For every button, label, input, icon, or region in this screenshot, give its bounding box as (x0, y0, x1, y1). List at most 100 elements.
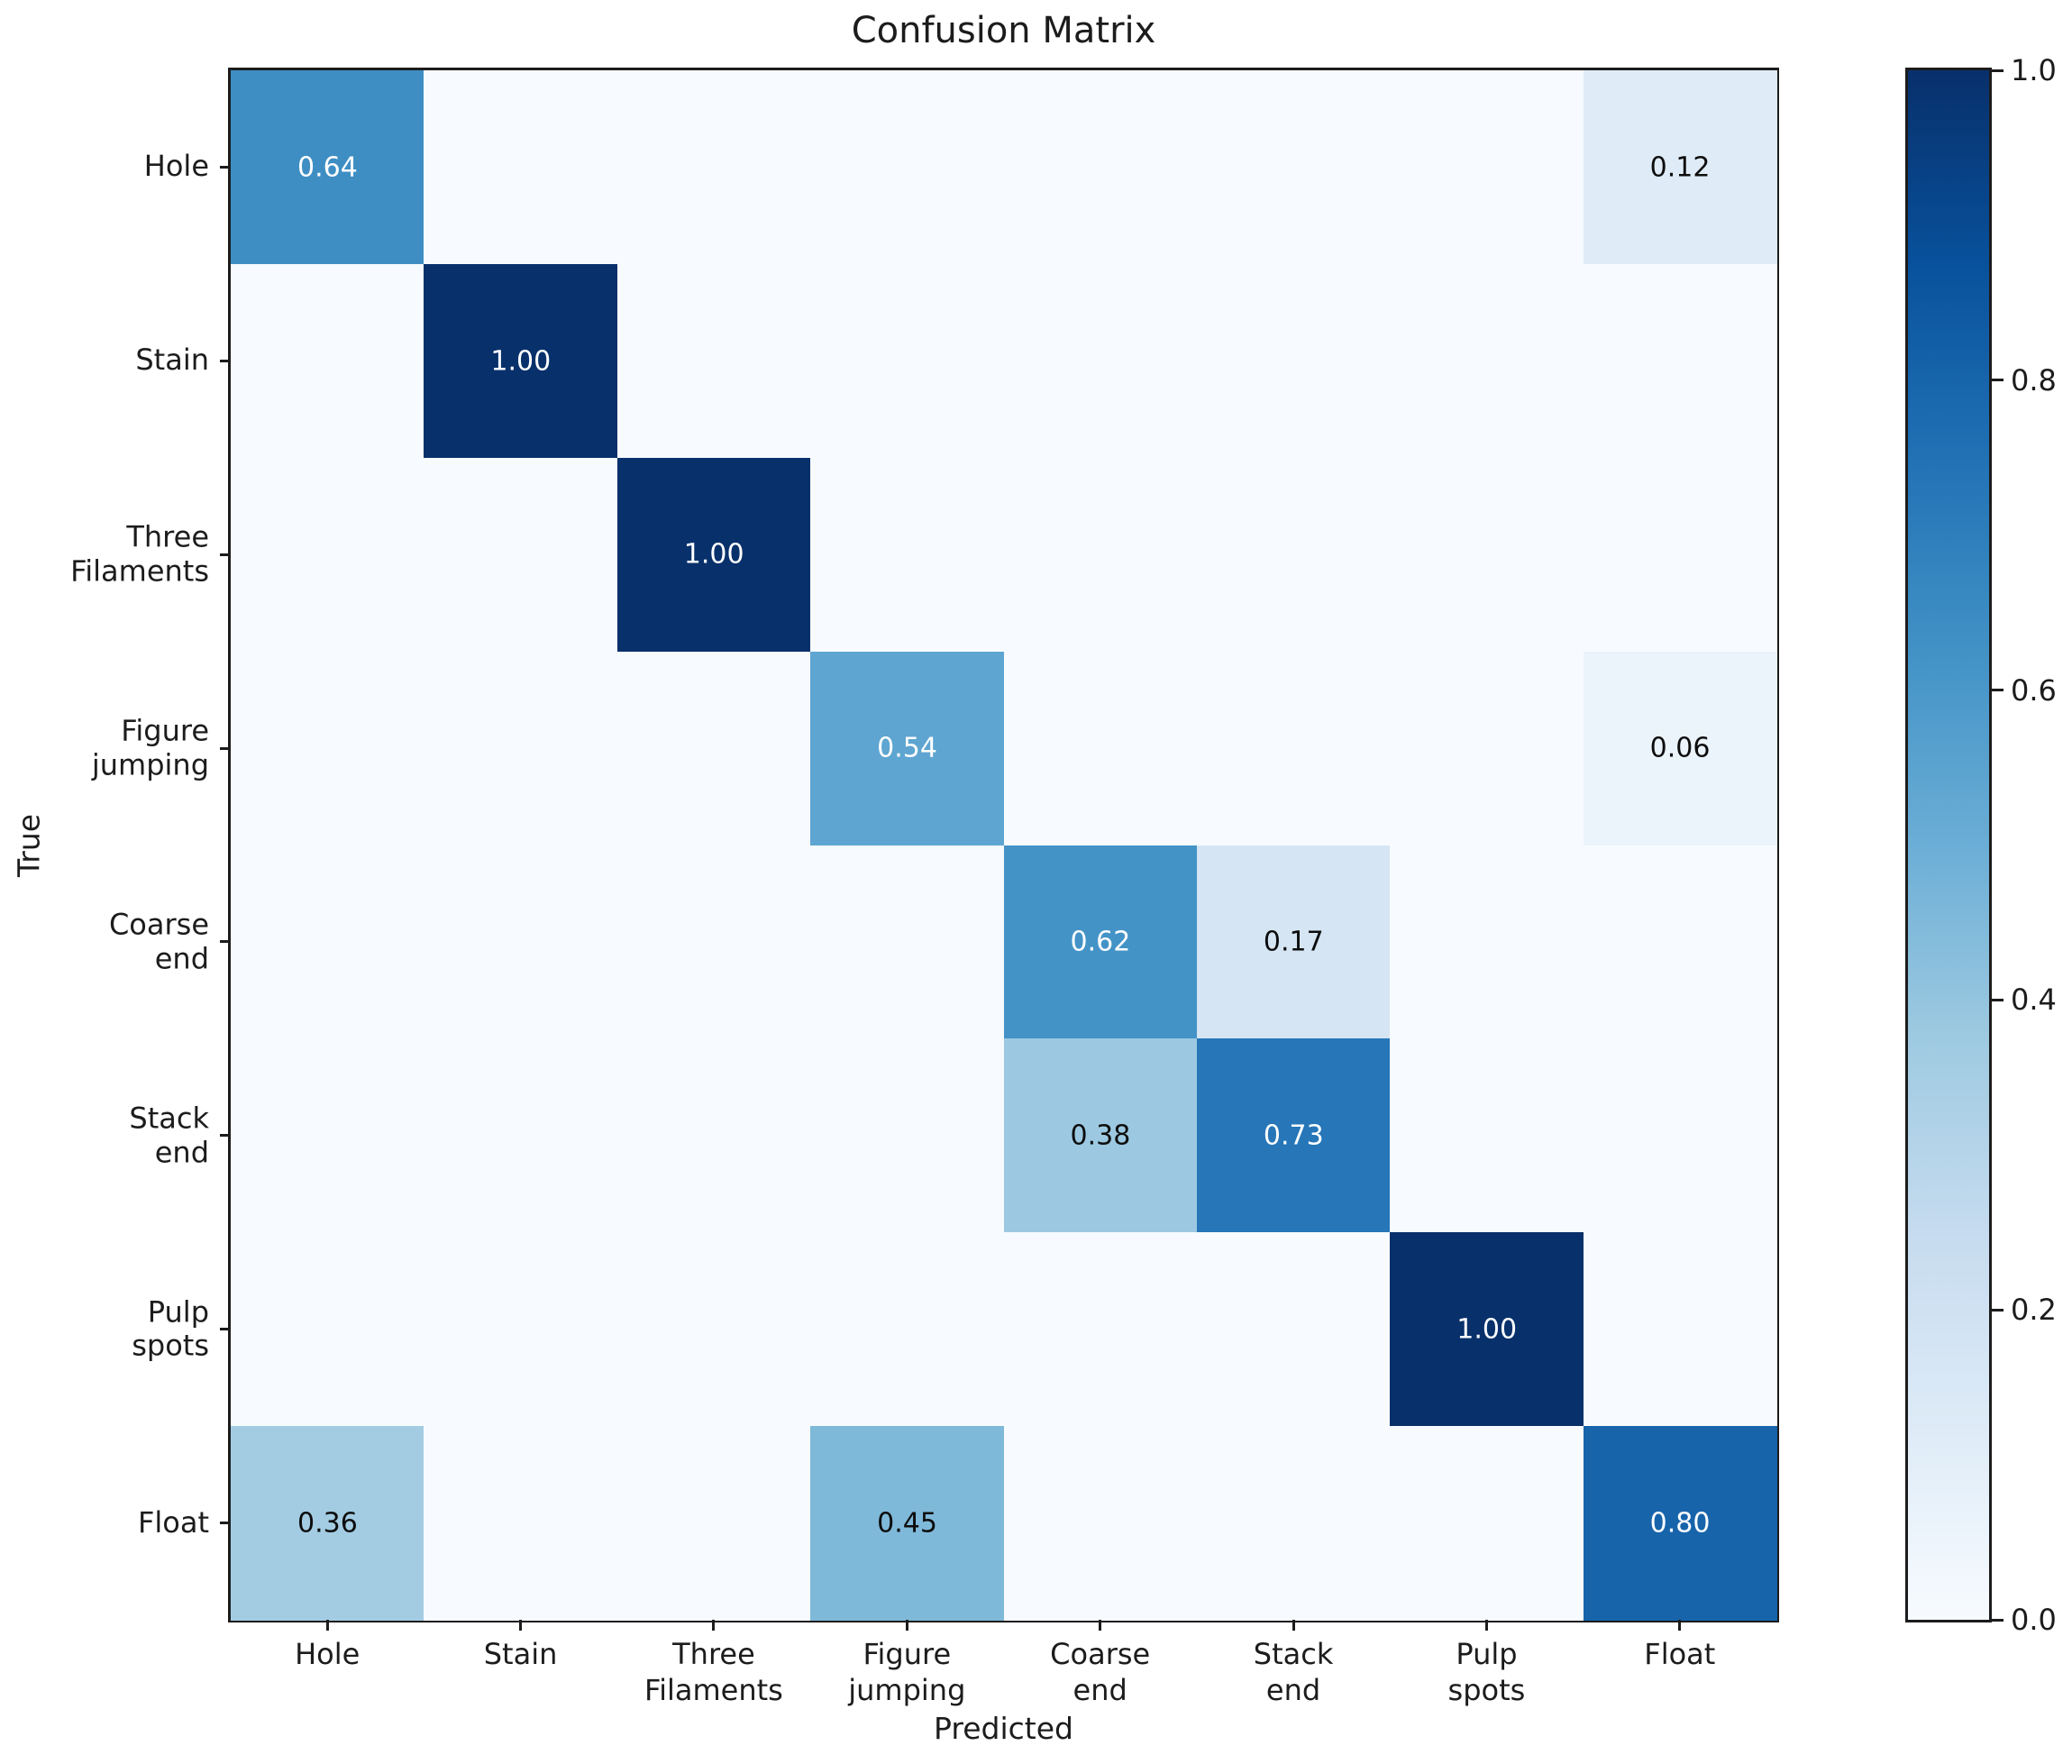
matrix-cell (1003, 651, 1198, 845)
heatmap-plot: 0.64 0.12 1.00 1.00 0.54 0.06 0.62 0.17 0.38 0.73… (228, 68, 1779, 1622)
y-axis-tick-label: Float (137, 1504, 209, 1540)
matrix-cell: 0.45 (810, 1426, 1004, 1621)
cell-value: 0.54 (877, 732, 937, 764)
matrix-cell (1390, 1426, 1584, 1621)
cell-value: 0.38 (1070, 1120, 1131, 1152)
matrix-cell (1390, 1038, 1584, 1233)
cell-value: 0.17 (1263, 926, 1324, 958)
matrix-cell (616, 845, 811, 1039)
matrix-cell (1003, 70, 1198, 265)
matrix-cell: 0.38 (1003, 1038, 1198, 1233)
y-axis-tick (220, 553, 231, 556)
matrix-cell (1583, 263, 1777, 459)
y-axis-tick-label: Figure jumping (91, 713, 209, 782)
matrix-cell (810, 263, 1004, 459)
x-axis-tick (1678, 1620, 1682, 1631)
y-axis-tick-label: Stain (135, 343, 209, 378)
colorbar-tick (1992, 1618, 2004, 1622)
x-axis-tick (1484, 1620, 1488, 1631)
cell-value: 0.73 (1263, 1120, 1324, 1152)
x-axis-tick (905, 1620, 908, 1631)
y-axis-tick (220, 940, 231, 944)
matrix-cell (810, 1232, 1004, 1427)
cell-value: 1.00 (1456, 1313, 1518, 1346)
matrix-cell (616, 70, 811, 265)
x-axis-tick-label: Pulp spots (1447, 1637, 1526, 1707)
matrix-cell (424, 1426, 618, 1621)
matrix-cell (1003, 1426, 1198, 1621)
x-axis-tick (325, 1620, 329, 1631)
y-axis-tick (220, 165, 231, 169)
cell-value: 0.12 (1649, 151, 1711, 184)
matrix-cell (231, 1038, 424, 1233)
x-axis-tick (712, 1620, 716, 1631)
matrix-cell: 0.73 (1196, 1038, 1391, 1233)
y-axis-tick-label: Stack end (129, 1101, 209, 1169)
matrix-cell: 0.80 (1583, 1426, 1777, 1621)
x-axis-tick-label: Figure jumping (848, 1637, 966, 1707)
cell-value: 1.00 (490, 345, 552, 378)
matrix-cell (424, 457, 618, 653)
matrix-cell (1583, 845, 1777, 1039)
matrix-cell (810, 70, 1004, 265)
x-axis-tick (1292, 1620, 1295, 1631)
matrix-cell (810, 845, 1004, 1039)
matrix-cell (1390, 263, 1584, 459)
cell-value: 0.62 (1070, 926, 1131, 958)
matrix-cell (1390, 845, 1584, 1039)
y-axis-tick-label: Three Filaments (70, 519, 209, 589)
x-axis-tick-label: Float (1644, 1637, 1716, 1671)
cell-value: 0.45 (877, 1507, 937, 1540)
matrix-cell (810, 1038, 1004, 1233)
y-axis-tick-label: Hole (143, 149, 209, 184)
matrix-cell (1196, 651, 1391, 845)
matrix-cell (616, 263, 811, 459)
colorbar-tick (1992, 998, 2004, 1001)
matrix-cell: 1.00 (424, 263, 618, 459)
cell-value: 0.06 (1649, 732, 1711, 764)
matrix-cell (810, 457, 1004, 653)
colorbar-tick (1992, 1308, 2004, 1312)
cell-value: 1.00 (683, 538, 744, 571)
matrix-cell (424, 1232, 618, 1427)
cell-value: 0.36 (297, 1507, 358, 1540)
colorbar-tick (1992, 689, 2004, 692)
matrix-cell (1390, 70, 1584, 265)
cell-value: 0.80 (1649, 1507, 1711, 1540)
matrix-cell (1196, 263, 1391, 459)
matrix-cell: 0.36 (231, 1426, 424, 1621)
colorbar-tick-label: 0.6 (2011, 672, 2057, 708)
matrix-cell (424, 651, 618, 845)
matrix-cell (1390, 651, 1584, 845)
matrix-cell (231, 845, 424, 1039)
y-axis-tick-label: Pulp spots (132, 1293, 209, 1363)
chart-title: Confusion Matrix (851, 10, 1156, 51)
x-axis-tick-label: Coarse end (1050, 1637, 1151, 1707)
matrix-cell (616, 1038, 811, 1233)
matrix-cell: 1.00 (616, 457, 811, 653)
y-axis-tick (220, 1134, 231, 1138)
y-axis-tick-label: Coarse end (108, 907, 209, 975)
matrix-cell (616, 1232, 811, 1427)
matrix-cell (424, 845, 618, 1039)
matrix-cell: 0.17 (1196, 845, 1391, 1039)
matrix-cell (1003, 263, 1198, 459)
x-axis-tick (519, 1620, 523, 1631)
matrix-cell (1196, 457, 1391, 653)
matrix-cell (424, 70, 618, 265)
y-axis-tick (220, 359, 231, 362)
matrix-cell: 0.64 (231, 70, 424, 265)
colorbar-tick-label: 1.0 (2011, 53, 2057, 87)
x-axis-tick-label: Three Filaments (644, 1637, 783, 1707)
matrix-cell (424, 1038, 618, 1233)
cell-value: 0.64 (297, 151, 358, 184)
matrix-cell: 0.54 (810, 651, 1004, 845)
x-axis-tick-label: Hole (295, 1637, 361, 1671)
matrix-cell: 0.12 (1583, 70, 1777, 265)
x-axis-tick (1099, 1620, 1102, 1631)
matrix-cell (1196, 1426, 1391, 1621)
x-axis-title: Predicted (934, 1711, 1073, 1746)
matrix-cell: 0.62 (1003, 845, 1198, 1039)
matrix-cell (1003, 457, 1198, 653)
